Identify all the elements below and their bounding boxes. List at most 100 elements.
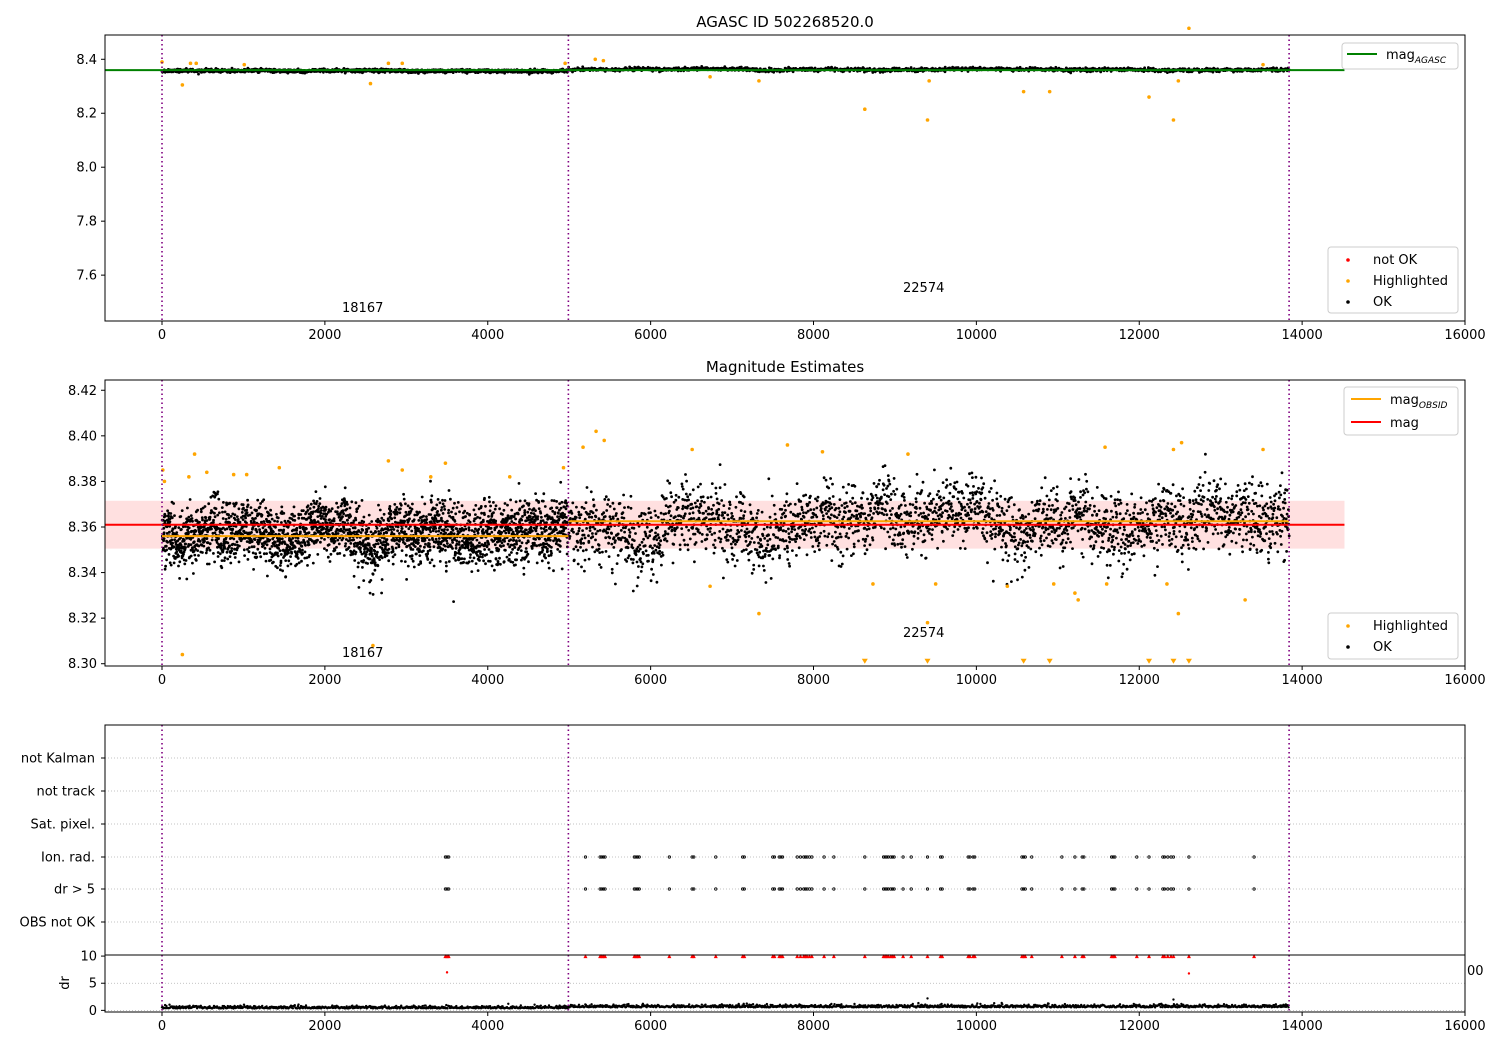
ok-point bbox=[349, 514, 352, 518]
ok-point bbox=[309, 502, 313, 506]
ok-point bbox=[173, 514, 176, 517]
ok-point bbox=[395, 506, 399, 509]
ok-point bbox=[308, 553, 311, 557]
panel1-legend-status: not OK Highlighted OK bbox=[1327, 246, 1459, 314]
ok-point bbox=[245, 511, 249, 515]
ok-point bbox=[297, 561, 301, 565]
ok-point bbox=[270, 545, 274, 548]
ok-point bbox=[177, 554, 181, 558]
ok-point bbox=[380, 516, 384, 520]
x-tick-label: 2000 bbox=[308, 328, 341, 343]
ok-point bbox=[434, 530, 438, 533]
ok-point bbox=[299, 530, 302, 534]
ok-point bbox=[456, 501, 460, 504]
ok-point bbox=[194, 529, 198, 533]
ok-point bbox=[318, 502, 322, 505]
ok-point bbox=[481, 555, 484, 559]
ok-point bbox=[235, 515, 239, 518]
ok-point bbox=[469, 553, 472, 556]
ok-point bbox=[213, 511, 216, 515]
panel1-obsid-label-1: 18167 bbox=[342, 301, 383, 316]
ok-point bbox=[322, 526, 325, 530]
highlighted-point bbox=[1176, 79, 1181, 83]
ok-point bbox=[281, 569, 284, 573]
ok-point bbox=[335, 501, 338, 505]
ok-point bbox=[352, 538, 356, 542]
ok-point bbox=[410, 529, 414, 533]
ok-point bbox=[243, 554, 247, 557]
ok-point bbox=[183, 562, 187, 566]
ok-point bbox=[212, 552, 215, 555]
ok-point bbox=[441, 547, 445, 551]
ok-point bbox=[254, 516, 257, 520]
ok-point bbox=[370, 550, 373, 554]
ok-point bbox=[192, 540, 196, 544]
ok-point bbox=[447, 508, 451, 512]
ok-point bbox=[246, 498, 250, 502]
ok-point bbox=[367, 526, 370, 530]
ok-point bbox=[333, 548, 337, 552]
ok-point bbox=[392, 528, 396, 531]
ok-point bbox=[316, 538, 319, 542]
ok-point bbox=[404, 510, 408, 514]
ok-point bbox=[296, 557, 300, 560]
ok-point bbox=[275, 512, 278, 516]
ok-point bbox=[208, 515, 212, 519]
ok-point bbox=[377, 530, 380, 533]
ok-point bbox=[441, 502, 445, 506]
ok-point bbox=[657, 66, 661, 70]
ok-point bbox=[474, 504, 478, 507]
ok-point bbox=[230, 549, 234, 553]
ok-point bbox=[293, 514, 296, 518]
ok-point bbox=[253, 538, 257, 541]
ok-point bbox=[468, 513, 471, 517]
ok-point bbox=[472, 556, 476, 560]
ok-point bbox=[428, 561, 432, 565]
ok-point bbox=[438, 501, 442, 505]
ok-point bbox=[169, 512, 173, 515]
ok-point bbox=[228, 501, 232, 505]
ok-point bbox=[169, 563, 173, 567]
ok-point bbox=[235, 540, 239, 544]
highlighted-point bbox=[863, 107, 867, 111]
ok-point bbox=[228, 555, 232, 558]
ok-point bbox=[445, 564, 448, 568]
ok-point bbox=[264, 506, 268, 510]
ok-point bbox=[178, 577, 182, 580]
ok-point bbox=[393, 516, 397, 520]
ok-point bbox=[476, 531, 480, 535]
ok-point bbox=[417, 527, 420, 531]
ok-point bbox=[485, 545, 489, 549]
ok-point bbox=[201, 518, 204, 522]
ok-point bbox=[490, 564, 494, 568]
ok-point bbox=[487, 542, 490, 546]
ok-point bbox=[419, 544, 422, 548]
ok-point bbox=[421, 531, 424, 534]
ok-point bbox=[434, 527, 438, 530]
ok-point bbox=[467, 560, 471, 564]
ok-point bbox=[327, 543, 331, 546]
ok-point bbox=[412, 518, 416, 522]
ok-point bbox=[325, 548, 329, 552]
ok-point bbox=[162, 537, 166, 540]
ok-point bbox=[389, 513, 393, 516]
ok-point bbox=[411, 548, 415, 551]
ok-point bbox=[415, 552, 418, 556]
ok-point bbox=[347, 546, 351, 549]
ok-point bbox=[396, 529, 399, 533]
ok-point bbox=[444, 561, 448, 564]
ok-point bbox=[455, 539, 459, 543]
y-tick-label: 7.8 bbox=[76, 215, 97, 230]
ok-point bbox=[302, 509, 305, 512]
ok-point bbox=[251, 551, 255, 555]
ok-point bbox=[464, 515, 467, 518]
ok-point bbox=[295, 526, 299, 530]
ok-point bbox=[217, 537, 220, 541]
ok-point bbox=[377, 503, 380, 507]
ok-point bbox=[268, 520, 272, 524]
ok-point bbox=[376, 550, 379, 554]
ok-point bbox=[441, 519, 444, 523]
ok-point bbox=[191, 519, 194, 523]
ok-point bbox=[324, 518, 327, 522]
ok-point bbox=[474, 513, 477, 516]
